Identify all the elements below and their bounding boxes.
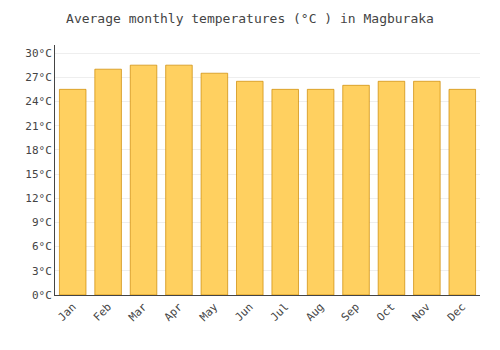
svg-text:Apr: Apr xyxy=(162,300,186,324)
svg-text:12°C: 12°C xyxy=(25,192,52,205)
svg-text:9°C: 9°C xyxy=(32,216,52,229)
svg-text:18°C: 18°C xyxy=(25,144,52,157)
svg-text:May: May xyxy=(197,300,221,324)
svg-text:Nov: Nov xyxy=(410,300,434,324)
svg-text:6°C: 6°C xyxy=(32,240,52,253)
svg-text:3°C: 3°C xyxy=(32,265,52,278)
svg-text:Dec: Dec xyxy=(445,301,468,324)
svg-text:0°C: 0°C xyxy=(32,289,52,302)
svg-text:Average monthly temperatures (: Average monthly temperatures (°C ) in Ma… xyxy=(66,11,434,26)
svg-text:Mar: Mar xyxy=(126,300,150,324)
svg-text:Sep: Sep xyxy=(339,301,362,324)
svg-text:Jan: Jan xyxy=(55,301,78,324)
svg-text:27°C: 27°C xyxy=(25,71,52,84)
svg-text:Aug: Aug xyxy=(303,301,326,324)
svg-text:21°C: 21°C xyxy=(25,120,52,133)
svg-text:Jul: Jul xyxy=(268,301,291,324)
svg-text:15°C: 15°C xyxy=(25,168,52,181)
svg-text:Oct: Oct xyxy=(374,301,397,324)
svg-text:24°C: 24°C xyxy=(25,95,52,108)
svg-text:Feb: Feb xyxy=(91,301,114,324)
svg-text:Jun: Jun xyxy=(233,301,256,324)
svg-text:30°C: 30°C xyxy=(25,47,52,60)
